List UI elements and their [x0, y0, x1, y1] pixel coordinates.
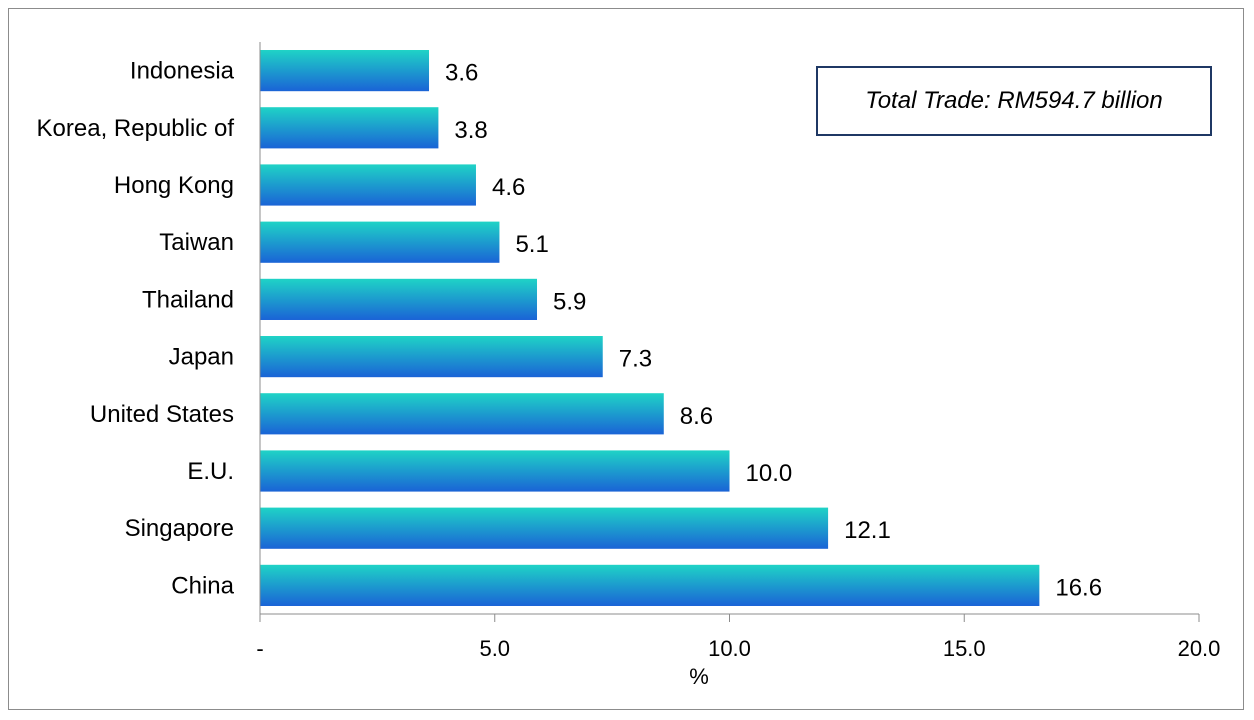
- category-label: China: [171, 572, 234, 599]
- category-label: Indonesia: [130, 58, 235, 85]
- bar-korea-republic-of: [260, 107, 439, 149]
- x-tick-label: 5.0: [479, 636, 510, 661]
- bar-e-u: [260, 450, 730, 492]
- x-tick-label: 15.0: [943, 636, 986, 661]
- annotation-box: Total Trade: RM594.7 billion: [816, 66, 1212, 136]
- x-tick-label: 10.0: [708, 636, 751, 661]
- category-label: United States: [90, 401, 234, 428]
- category-labels: Indonesia Korea, Republic of Hong Kong Taiw…: [37, 58, 235, 600]
- bar-thailand: [260, 278, 538, 320]
- data-label: 3.8: [454, 117, 487, 144]
- bar-united-states: [260, 393, 664, 435]
- category-label: Thailand: [142, 286, 234, 313]
- bar-china: [260, 564, 1040, 606]
- category-label: Korea, Republic of: [37, 115, 235, 142]
- data-label: 8.6: [680, 403, 713, 430]
- x-axis-label: %: [689, 664, 709, 689]
- bar-indonesia: [260, 50, 430, 92]
- data-label: 16.6: [1055, 574, 1102, 601]
- category-label: Hong Kong: [114, 172, 234, 199]
- category-label: Taiwan: [159, 229, 234, 256]
- data-label: 5.1: [515, 231, 548, 258]
- bar-hong-kong: [260, 164, 476, 206]
- data-label: 7.3: [619, 346, 652, 373]
- data-labels: 3.6 3.8 4.6 5.1 5.9 7.3 8.6 10.0 12.1 16.6: [445, 60, 1102, 602]
- category-label: Japan: [169, 344, 234, 371]
- data-label: 12.1: [844, 517, 891, 544]
- x-axis: - 5.0 10.0 15.0 20.0: [256, 42, 1220, 661]
- annotation-text: Total Trade: RM594.7 billion: [865, 87, 1163, 114]
- data-label: 5.9: [553, 288, 586, 315]
- category-label: Singapore: [125, 515, 234, 542]
- x-tick-label: 20.0: [1178, 636, 1221, 661]
- data-label: 4.6: [492, 174, 525, 201]
- bar-taiwan: [260, 221, 500, 263]
- x-tick-label: -: [256, 636, 263, 661]
- data-label: 10.0: [746, 460, 793, 487]
- bars-group: [260, 50, 1040, 606]
- bar-singapore: [260, 507, 829, 549]
- bar-japan: [260, 336, 603, 378]
- data-label: 3.6: [445, 60, 478, 87]
- category-label: E.U.: [187, 458, 234, 485]
